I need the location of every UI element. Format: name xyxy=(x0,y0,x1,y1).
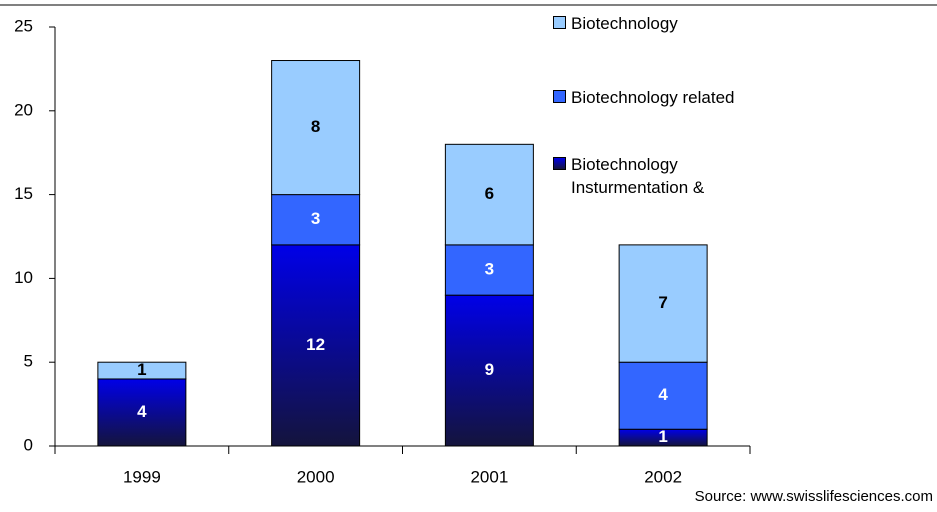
data-label: 4 xyxy=(658,385,668,404)
legend-item: Biotechnology xyxy=(553,12,751,35)
legend-label: Biotechnology xyxy=(571,14,678,33)
y-tick-label: 0 xyxy=(24,435,33,454)
bar-segment xyxy=(97,361,187,380)
x-tick-label: 2002 xyxy=(644,467,682,486)
legend-item: Biotechnology related xyxy=(553,86,751,109)
bar-segment xyxy=(444,244,534,296)
bar-segment xyxy=(444,294,534,447)
legend-item: Biotechnology Insturmentation & xyxy=(553,153,751,199)
x-tick-label: 1999 xyxy=(123,467,161,486)
data-label: 9 xyxy=(485,360,494,379)
bar-segment xyxy=(271,194,361,246)
data-label: 7 xyxy=(658,293,667,312)
legend-swatch xyxy=(553,157,566,170)
bar-segment xyxy=(444,143,534,246)
y-tick-label: 20 xyxy=(14,100,33,119)
x-tick-label: 2000 xyxy=(297,467,335,486)
legend-label: Biotechnology Insturmentation & xyxy=(571,155,705,197)
bar-segment xyxy=(271,60,361,196)
data-label: 1 xyxy=(658,427,667,446)
legend-label: Biotechnology related xyxy=(571,88,735,107)
data-label: 12 xyxy=(306,335,325,354)
data-label: 3 xyxy=(311,209,320,228)
data-label: 1 xyxy=(137,360,146,379)
bar-segment xyxy=(271,244,361,447)
legend-swatch xyxy=(553,16,566,29)
source: Source: www.swisslifesciences.com xyxy=(694,488,933,505)
legend-swatch xyxy=(553,90,566,103)
x-tick-label: 2001 xyxy=(470,467,508,486)
bar-segment xyxy=(618,361,708,430)
data-label: 3 xyxy=(485,260,494,279)
bar-segment xyxy=(618,244,708,363)
y-tick-label: 25 xyxy=(14,16,33,35)
bar-segment xyxy=(97,378,187,447)
y-tick-label: 10 xyxy=(14,268,33,287)
y-tick-label: 5 xyxy=(24,352,33,371)
data-label: 4 xyxy=(137,402,147,421)
data-label: 6 xyxy=(485,184,494,203)
y-tick-label: 15 xyxy=(14,184,33,203)
data-label: 8 xyxy=(311,117,320,136)
